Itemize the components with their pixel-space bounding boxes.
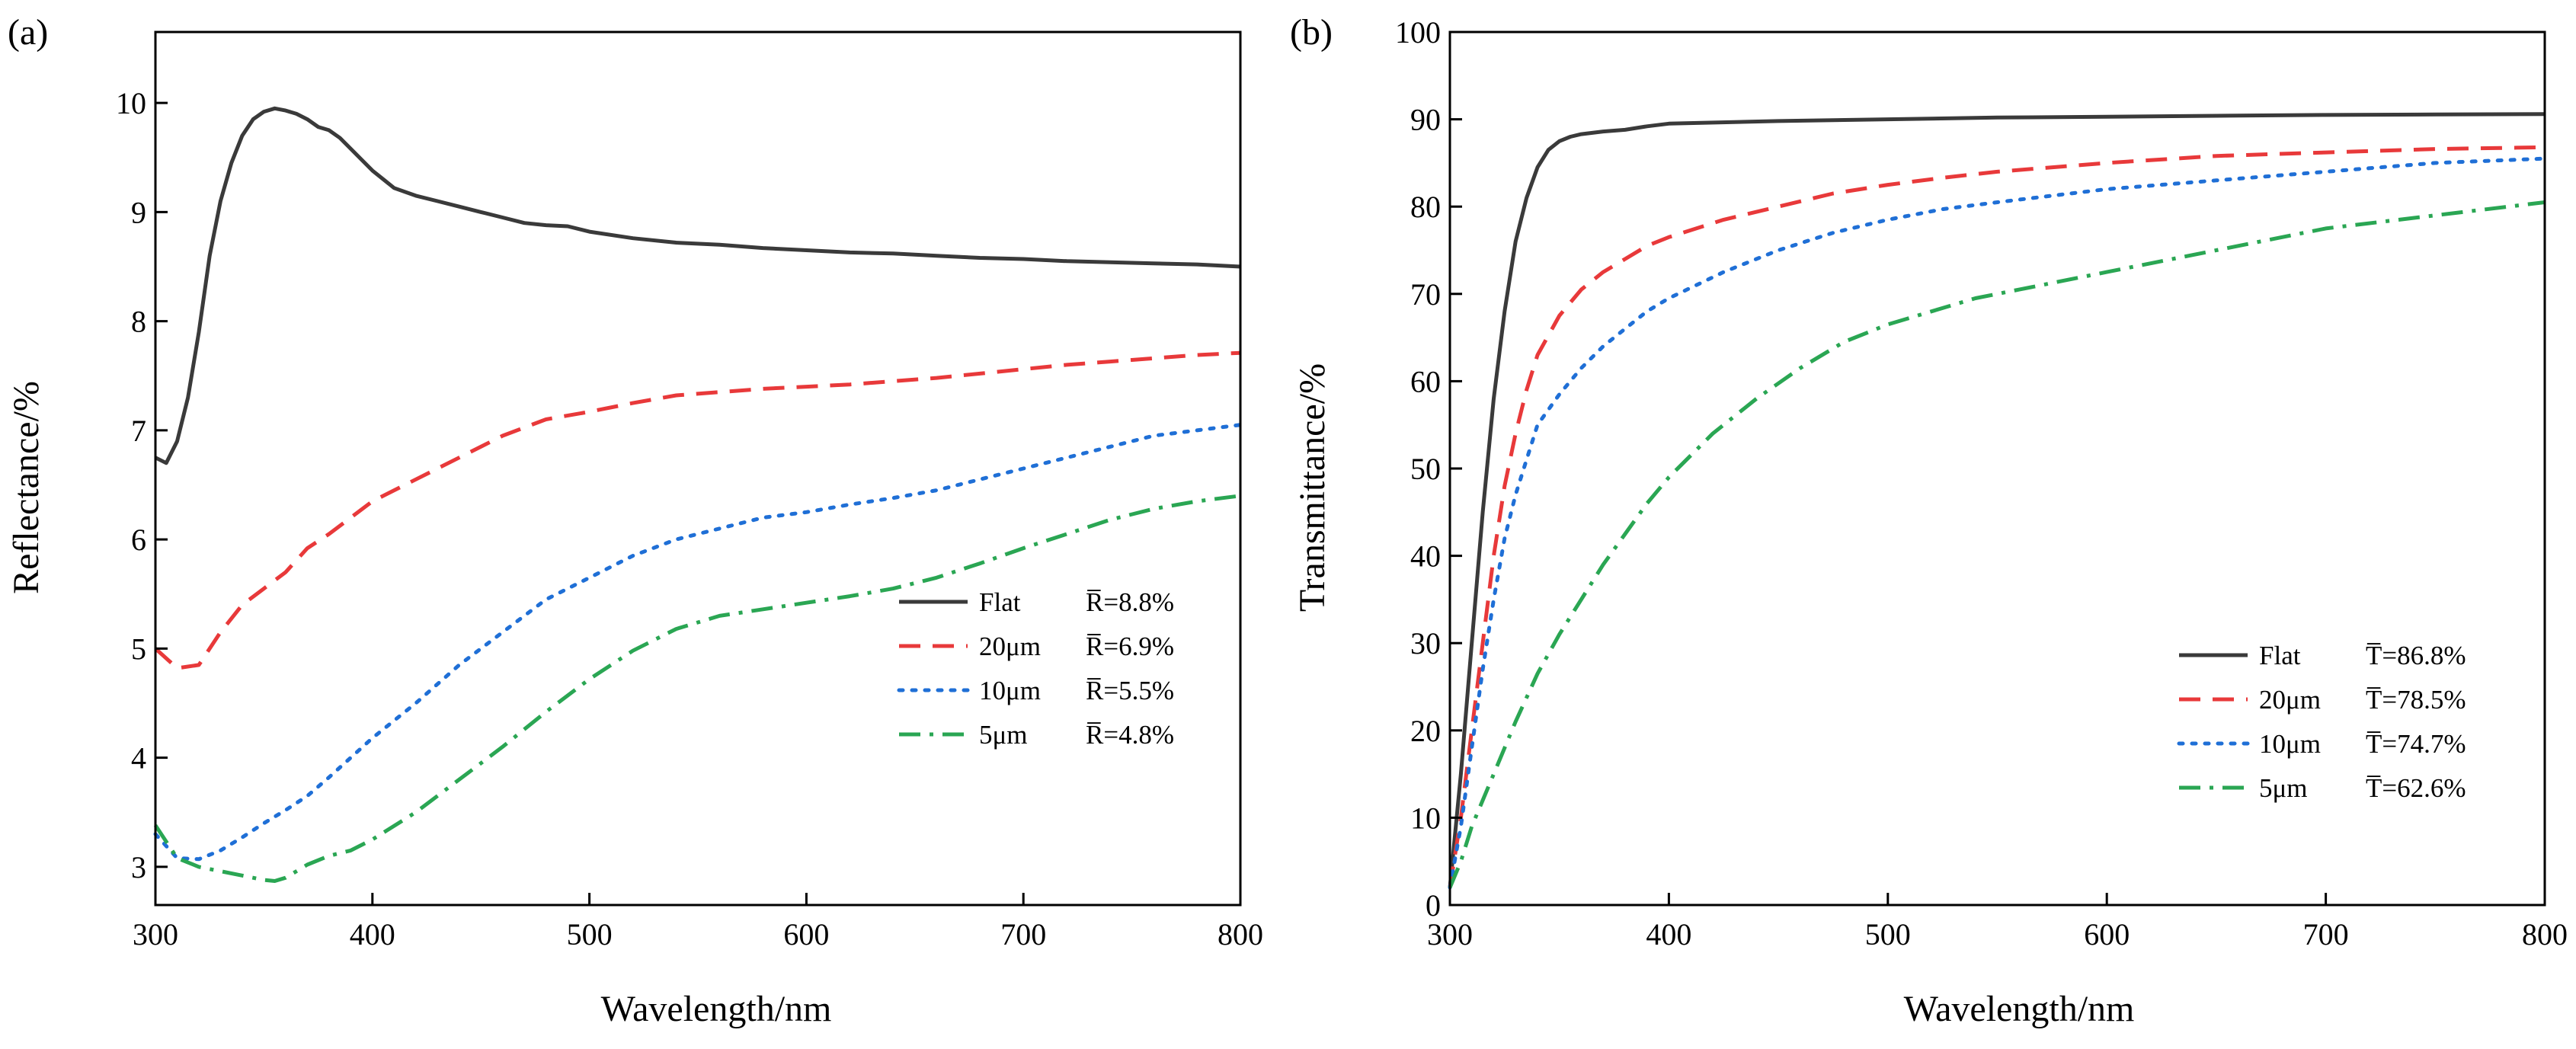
panel-a-y-tick-label-2: 5 bbox=[131, 632, 146, 666]
panel-b-transmittance-chart: (b) 300 400 500 600 700 800 0 10 20 30 40 50 60 70 80… bbox=[1290, 12, 2568, 1029]
panel-a-x-ticks: 300 400 500 600 700 800 bbox=[133, 893, 1263, 951]
panel-b-y-tick-label-3: 30 bbox=[1410, 626, 1441, 660]
panel-a-series-line-3 bbox=[153, 494, 1241, 883]
panel-a-x-tick-label-4: 700 bbox=[1000, 917, 1046, 951]
panel-a-label: (a) bbox=[8, 12, 48, 53]
panel-a-x-axis-title: Wavelength/nm bbox=[601, 989, 832, 1029]
panel-b-x-tick-label-5: 800 bbox=[2522, 917, 2568, 951]
panel-b-x-axis-title: Wavelength/nm bbox=[1904, 989, 2135, 1029]
panel-a-legend-mean-2: R̅=5.5% bbox=[1086, 676, 1174, 705]
panel-b-y-tick-label-5: 50 bbox=[1410, 452, 1441, 486]
panel-a-x-tick-label-5: 800 bbox=[1218, 917, 1263, 951]
panel-a-series-lines bbox=[153, 106, 1243, 883]
panel-b-legend-mean-0: T̅=86.8% bbox=[2366, 641, 2466, 670]
panel-a-reflectance-chart: (a) 300 400 500 600 700 800 3 4 5 6 7 8 9 10 Wavelen… bbox=[6, 12, 1263, 1029]
panel-b-y-tick-label-8: 80 bbox=[1410, 190, 1441, 224]
panel-b-x-tick-label-4: 700 bbox=[2303, 917, 2349, 951]
panel-a-legend-label-0: Flat bbox=[979, 587, 1021, 617]
panel-a-legend-mean-0: R̅=8.8% bbox=[1086, 587, 1174, 617]
panel-b-y-axis-title: Transmittance/% bbox=[1292, 363, 1333, 612]
panel-b-y-tick-label-4: 40 bbox=[1410, 539, 1441, 574]
panel-a-legend-label-3: 5μm bbox=[979, 720, 1028, 750]
panel-b-legend-mean-3: T̅=62.6% bbox=[2366, 773, 2466, 803]
panel-b-x-tick-label-0: 300 bbox=[1427, 917, 1473, 951]
panel-a-x-tick-label-1: 400 bbox=[350, 917, 395, 951]
panel-b-legend-label-0: Flat bbox=[2259, 641, 2301, 670]
panel-b-y-tick-label-10: 100 bbox=[1395, 15, 1441, 50]
panel-b-legend-mean-1: T̅=78.5% bbox=[2366, 685, 2466, 715]
panel-b-series-line-1 bbox=[1448, 145, 2546, 888]
panel-a-y-tick-label-1: 4 bbox=[131, 741, 146, 776]
panel-b-x-ticks: 300 400 500 600 700 800 bbox=[1427, 893, 2568, 951]
panel-b-y-ticks: 0 10 20 30 40 50 60 70 80 90 100 bbox=[1395, 15, 1462, 923]
panel-b-legend: Flat T̅=86.8% 20μm T̅=78.5% 10μm T̅=74.7% 5μm T… bbox=[2177, 641, 2466, 803]
panel-b-series-line-2 bbox=[1448, 156, 2547, 890]
panel-a-y-tick-label-7: 10 bbox=[116, 86, 146, 120]
panel-b-x-tick-label-1: 400 bbox=[1646, 917, 1691, 951]
panel-b-y-tick-label-1: 10 bbox=[1410, 801, 1441, 835]
panel-a-legend-mean-3: R̅=4.8% bbox=[1086, 720, 1174, 750]
panel-b-series-line-3 bbox=[1448, 200, 2546, 889]
panel-b-x-tick-label-3: 600 bbox=[2084, 917, 2130, 951]
panel-a-y-ticks: 3 4 5 6 7 8 9 10 bbox=[116, 86, 168, 884]
panel-a-legend-mean-1: R̅=6.9% bbox=[1086, 632, 1174, 661]
panel-b-x-tick-label-2: 500 bbox=[1865, 917, 1911, 951]
panel-b-series-lines bbox=[1448, 112, 2547, 890]
panel-a-legend-label-2: 10μm bbox=[979, 676, 1041, 705]
panel-a-series-line-0 bbox=[154, 106, 1241, 465]
panel-b-label: (b) bbox=[1290, 12, 1333, 53]
panel-a-x-tick-label-0: 300 bbox=[133, 917, 178, 951]
panel-a-y-axis-title: Reflectance/% bbox=[6, 381, 46, 594]
panel-b-y-tick-label-0: 0 bbox=[1426, 888, 1441, 923]
panel-a-y-tick-label-0: 3 bbox=[131, 850, 146, 884]
panel-a-legend-label-1: 20μm bbox=[979, 632, 1041, 661]
panel-b-y-tick-label-2: 20 bbox=[1410, 714, 1441, 748]
panel-a-y-tick-label-5: 8 bbox=[131, 305, 146, 339]
panel-a-plot-frame bbox=[154, 30, 1242, 907]
panel-a-x-tick-label-2: 500 bbox=[567, 917, 613, 951]
panel-a-y-tick-label-3: 6 bbox=[131, 523, 146, 557]
panel-b-series-line-0 bbox=[1448, 112, 2546, 888]
panel-a-series-line-2 bbox=[153, 423, 1243, 862]
panel-a-series-line-1 bbox=[154, 350, 1241, 670]
panel-a-y-tick-label-6: 9 bbox=[131, 195, 146, 229]
panel-b-y-tick-label-6: 60 bbox=[1410, 364, 1441, 398]
panel-b-legend-label-3: 5μm bbox=[2259, 773, 2308, 803]
panel-b-legend-label-2: 10μm bbox=[2259, 729, 2321, 759]
panel-b-legend-mean-2: T̅=74.7% bbox=[2366, 729, 2466, 759]
panel-b-legend-label-1: 20μm bbox=[2259, 685, 2321, 715]
panel-b-y-tick-label-7: 70 bbox=[1410, 277, 1441, 312]
panel-a-x-tick-label-3: 600 bbox=[783, 917, 829, 951]
panel-a-y-tick-label-4: 7 bbox=[131, 414, 146, 448]
panel-a-legend: Flat R̅=8.8% 20μm R̅=6.9% 10μm R̅=5.5% 5μm R̅=4… bbox=[897, 587, 1174, 750]
panel-b-y-tick-label-9: 90 bbox=[1410, 103, 1441, 137]
